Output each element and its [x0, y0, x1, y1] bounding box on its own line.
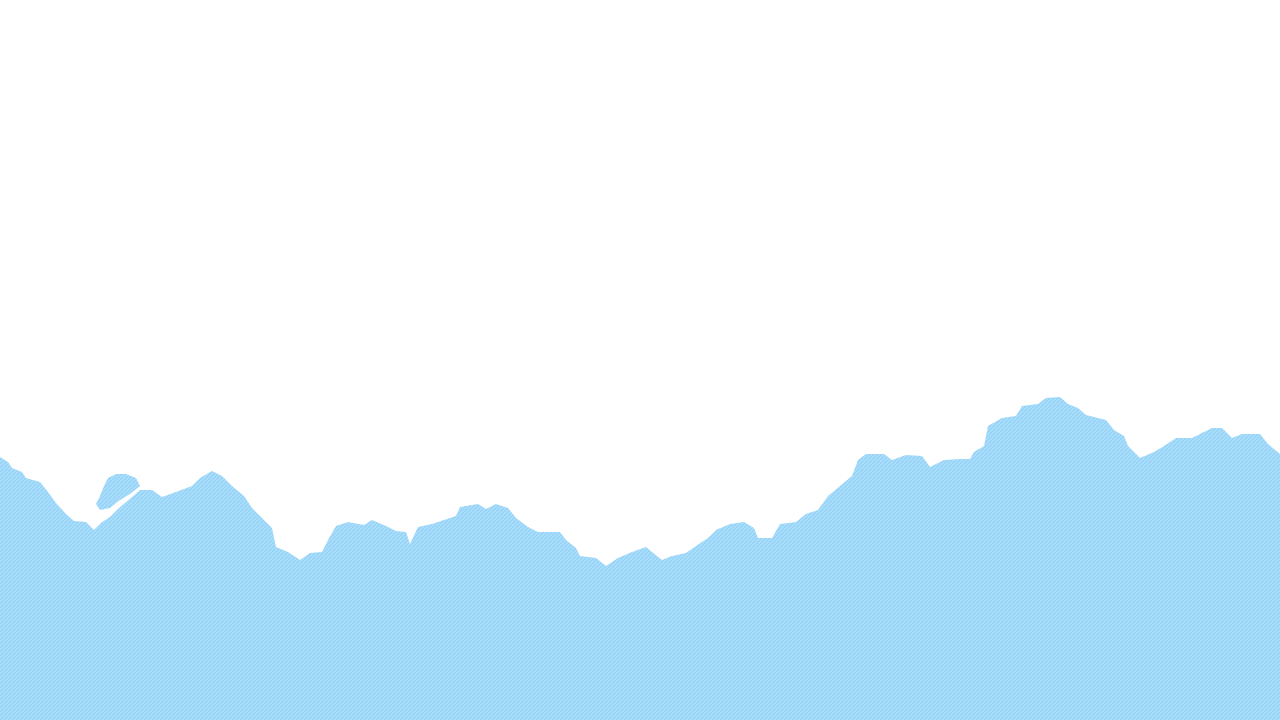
hill-silhouette — [0, 397, 1280, 720]
floating-cloud-island — [96, 474, 140, 510]
